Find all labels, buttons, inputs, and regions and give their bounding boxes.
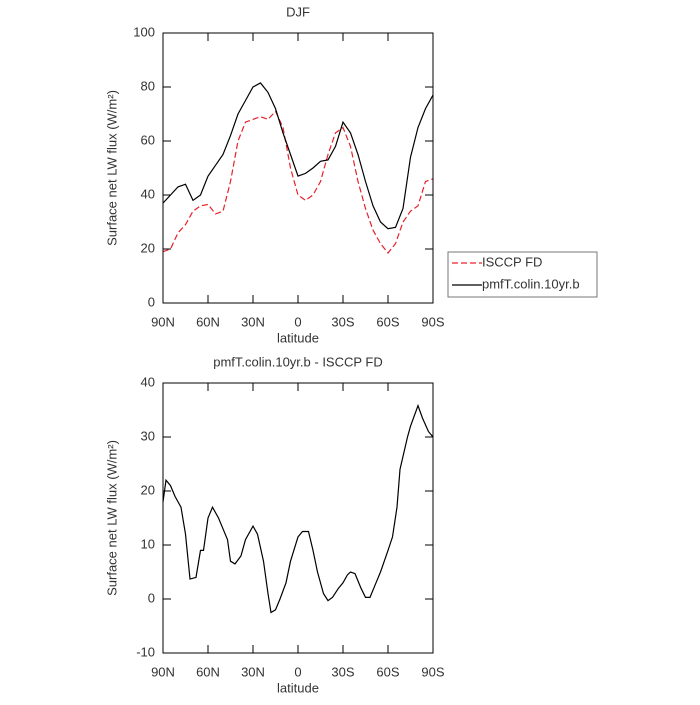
x-tick-label: 30N [241, 664, 265, 679]
x-tick-label: 0 [294, 664, 301, 679]
x-tick-label: 90N [151, 664, 175, 679]
x-tick-label: 0 [294, 314, 301, 329]
y-tick-label: -10 [136, 644, 155, 659]
chart-title: DJF [286, 4, 310, 19]
data-line [162, 110, 434, 255]
y-tick-label: 100 [133, 24, 155, 39]
x-tick-label: 90S [421, 664, 444, 679]
x-axis-label: latitude [277, 680, 319, 695]
y-tick-label: 0 [148, 294, 155, 309]
y-tick-label: 30 [141, 428, 155, 443]
x-tick-label: 90S [421, 314, 444, 329]
data-line [162, 82, 434, 230]
x-tick-label: 30S [331, 314, 354, 329]
legend-box [447, 251, 598, 298]
x-axis-label: latitude [277, 330, 319, 345]
y-tick-label: 80 [141, 78, 155, 93]
y-tick-label: 20 [141, 240, 155, 255]
x-tick-label: 30S [331, 664, 354, 679]
legend-label: pmfT.colin.10yr.b [482, 276, 580, 291]
y-tick-label: 0 [148, 590, 155, 605]
x-tick-label: 90N [151, 314, 175, 329]
data-line [162, 403, 434, 614]
plot-frame [162, 32, 434, 304]
x-tick-label: 60N [196, 314, 220, 329]
y-tick-label: 40 [141, 186, 155, 201]
x-tick-label: 60S [376, 314, 399, 329]
chart-title: pmfT.colin.10yr.b - ISCCP FD [213, 354, 383, 369]
x-tick-label: 60S [376, 664, 399, 679]
x-tick-label: 30N [241, 314, 265, 329]
y-axis-label: Surface net LW flux (W/m²) [104, 440, 119, 596]
y-tick-label: 60 [141, 132, 155, 147]
y-tick-label: 10 [141, 536, 155, 551]
y-tick-label: 20 [141, 482, 155, 497]
y-tick-label: 40 [141, 374, 155, 389]
x-tick-label: 60N [196, 664, 220, 679]
y-axis-label: Surface net LW flux (W/m²) [104, 90, 119, 246]
legend-label: ISCCP FD [482, 254, 542, 269]
plot-frame [162, 382, 434, 654]
